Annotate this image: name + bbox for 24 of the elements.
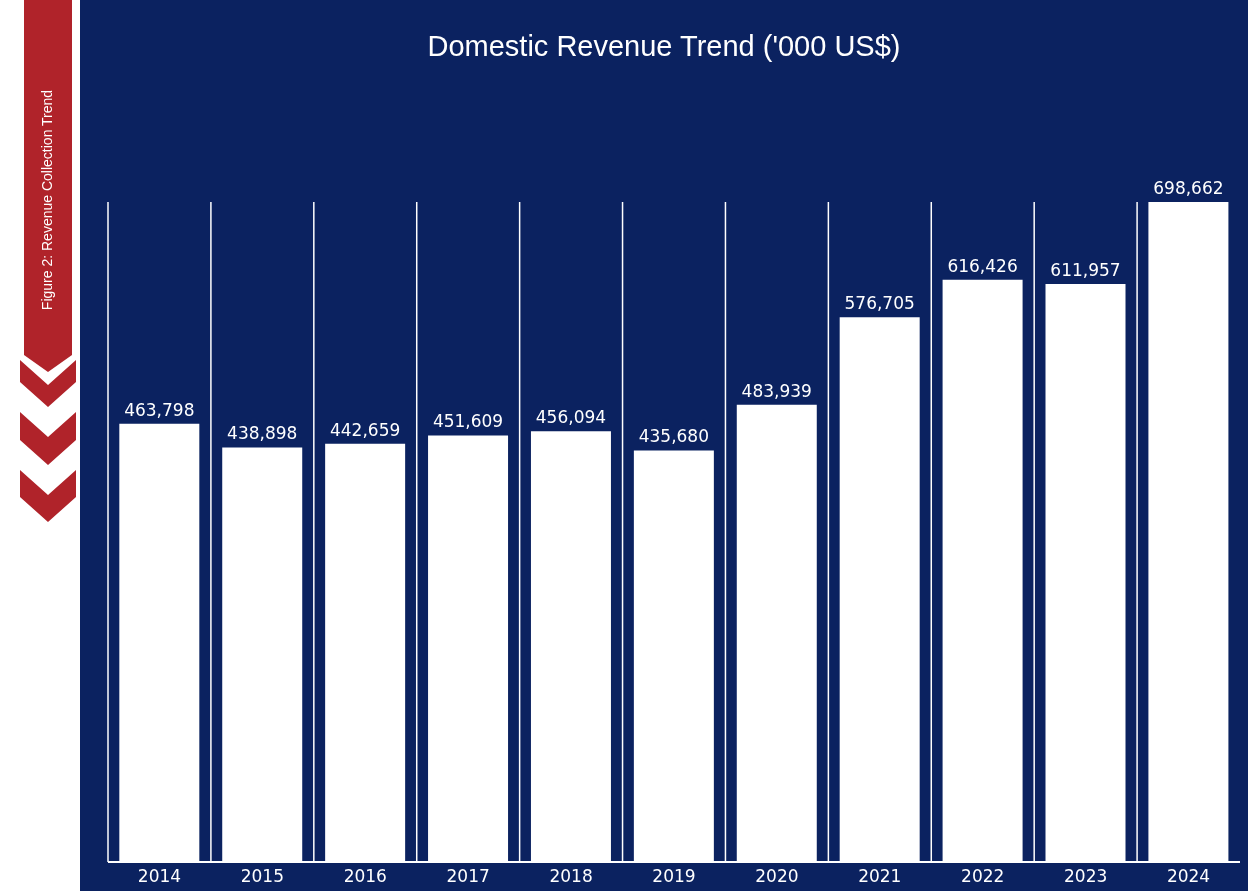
x-tick-label: 2018 xyxy=(549,866,593,887)
data-label: 576,705 xyxy=(844,293,915,314)
x-tick-label: 2015 xyxy=(240,866,284,887)
data-label: 611,957 xyxy=(1050,259,1121,280)
data-label: 616,426 xyxy=(947,255,1018,276)
x-tick-label: 2017 xyxy=(446,866,490,887)
data-label: 435,680 xyxy=(638,426,710,447)
x-tick-label: 2022 xyxy=(961,866,1005,887)
x-tick-label: 2019 xyxy=(652,866,696,887)
x-tick-label: 2016 xyxy=(343,866,387,887)
x-tick-label: 2021 xyxy=(858,866,902,887)
data-label: 483,939 xyxy=(741,380,812,401)
caption: Figure 2: Revenue Collection Trend xyxy=(38,88,56,313)
data-label: 438,898 xyxy=(227,423,298,444)
x-tick-label: 2020 xyxy=(755,866,799,887)
data-label: 456,094 xyxy=(535,407,607,428)
data-label: 442,659 xyxy=(329,419,401,440)
x-tick-label: 2023 xyxy=(1064,866,1108,887)
data-label: 463,798 xyxy=(124,399,195,420)
x-tick-label: 2014 xyxy=(137,866,182,887)
data-label: 698,662 xyxy=(1153,178,1224,198)
x-tick-label: 2024 xyxy=(1166,866,1211,887)
chart-title: Domestic Revenue Trend ('000 US$) xyxy=(426,30,902,63)
data-label: 451,609 xyxy=(432,411,504,432)
